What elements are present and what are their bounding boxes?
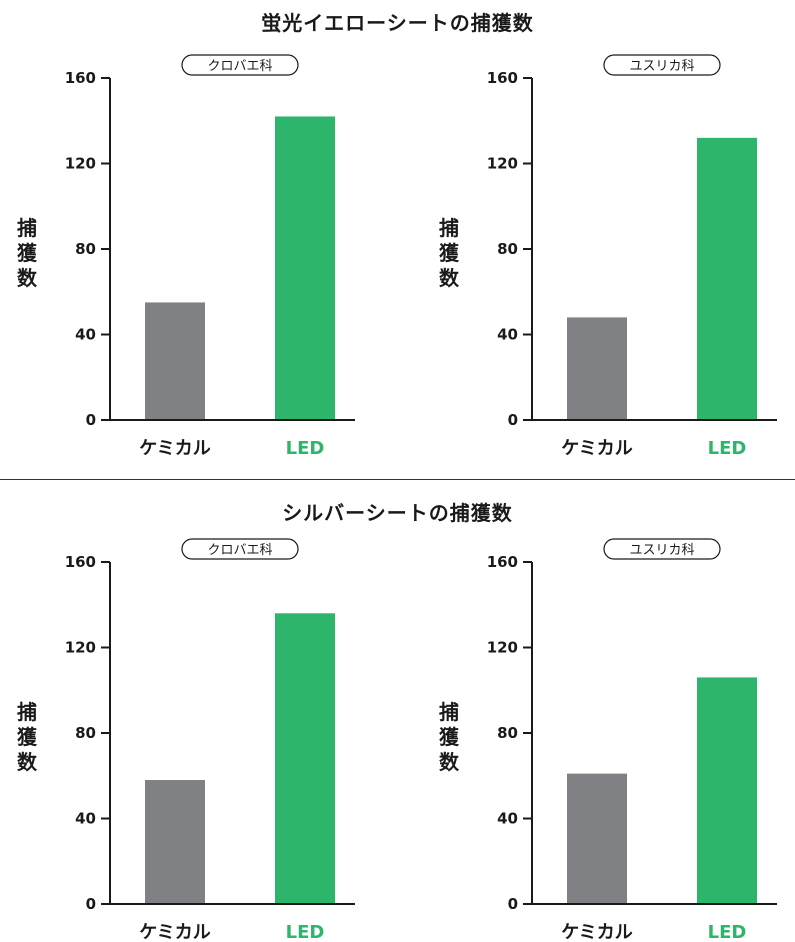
y-axis-label-char: 数	[17, 750, 38, 774]
y-axis-label-char: 数	[17, 266, 38, 290]
chart-yellow-kurobae: 0 40 80 120 160 ケミカル LED 捕獲数 クロバエ科	[17, 54, 355, 459]
family-badge-outline	[181, 54, 299, 76]
bar-led	[275, 613, 335, 904]
y-axis-label-char: 獲	[17, 725, 38, 749]
y-tick-label: 120	[65, 639, 96, 657]
category-label-chemical: ケミカル	[561, 438, 632, 459]
bar-chemical	[145, 302, 205, 420]
y-tick-label: 120	[487, 639, 518, 657]
bar-chemical	[567, 317, 627, 420]
y-axis-label-char: 捕	[439, 700, 459, 724]
section-divider	[0, 479, 795, 480]
family-badge: ユスリカ科	[603, 54, 721, 76]
y-tick-label: 40	[497, 326, 518, 344]
chart-silver-yusurika: 0 40 80 120 160 ケミカル LED 捕獲数 ユスリカ科	[439, 538, 777, 942]
y-tick-label: 40	[497, 810, 518, 828]
y-axis-label: 捕獲数	[439, 216, 460, 290]
y-tick-label: 120	[65, 155, 96, 173]
category-label-led: LED	[286, 922, 325, 942]
section-title-silver-sheet: シルバーシートの捕獲数	[282, 501, 513, 525]
family-badge-label: クロバエ科	[207, 59, 272, 74]
family-badge-label: ユスリカ科	[629, 59, 694, 74]
family-badge-outline	[603, 538, 721, 560]
section-title-yellow-sheet: 蛍光イエローシートの捕獲数	[261, 11, 534, 35]
y-axis-label-char: 数	[439, 266, 460, 290]
category-label-chemical: ケミカル	[139, 438, 210, 459]
chart-silver-kurobae: 0 40 80 120 160 ケミカル LED 捕獲数 クロバエ科	[17, 538, 355, 942]
y-axis-label-char: 獲	[17, 241, 38, 265]
chart-yellow-yusurika: 0 40 80 120 160 ケミカル LED 捕獲数 ユスリカ科	[439, 54, 777, 459]
y-tick-label: 40	[75, 810, 96, 828]
category-label-led: LED	[708, 438, 747, 459]
y-axis-label-char: 捕	[17, 216, 37, 240]
category-label-chemical: ケミカル	[561, 922, 632, 942]
y-tick-label: 80	[75, 240, 96, 258]
y-axis-label: 捕獲数	[439, 700, 460, 774]
bar-chemical	[145, 780, 205, 904]
y-tick-label: 80	[497, 724, 518, 742]
family-badge-outline	[181, 538, 299, 560]
y-tick-label: 0	[86, 411, 96, 429]
y-tick-label: 0	[86, 895, 96, 913]
y-tick-label: 160	[487, 553, 518, 571]
family-badge-outline	[603, 54, 721, 76]
y-axis-label: 捕獲数	[17, 216, 38, 290]
y-axis-label-char: 獲	[439, 241, 460, 265]
y-axis-label-char: 数	[439, 750, 460, 774]
category-label-led: LED	[286, 438, 325, 459]
y-axis-label-char: 獲	[439, 725, 460, 749]
bar-chemical	[567, 773, 627, 904]
family-badge-label: クロバエ科	[207, 543, 272, 558]
y-tick-label: 120	[487, 155, 518, 173]
y-tick-label: 80	[75, 724, 96, 742]
y-tick-label: 160	[487, 69, 518, 87]
y-tick-label: 40	[75, 326, 96, 344]
category-label-chemical: ケミカル	[139, 922, 210, 942]
y-axis-label: 捕獲数	[17, 700, 38, 774]
y-tick-label: 160	[65, 69, 96, 87]
y-axis-label-char: 捕	[17, 700, 37, 724]
bar-led	[697, 677, 757, 904]
category-label-led: LED	[708, 922, 747, 942]
y-axis-label-char: 捕	[439, 216, 459, 240]
y-tick-label: 0	[508, 895, 518, 913]
y-tick-label: 80	[497, 240, 518, 258]
family-badge: クロバエ科	[181, 538, 299, 560]
family-badge: クロバエ科	[181, 54, 299, 76]
bar-led	[697, 137, 757, 420]
bar-led	[275, 116, 335, 420]
family-badge-label: ユスリカ科	[629, 543, 694, 558]
family-badge: ユスリカ科	[603, 538, 721, 560]
y-tick-label: 160	[65, 553, 96, 571]
y-tick-label: 0	[508, 411, 518, 429]
